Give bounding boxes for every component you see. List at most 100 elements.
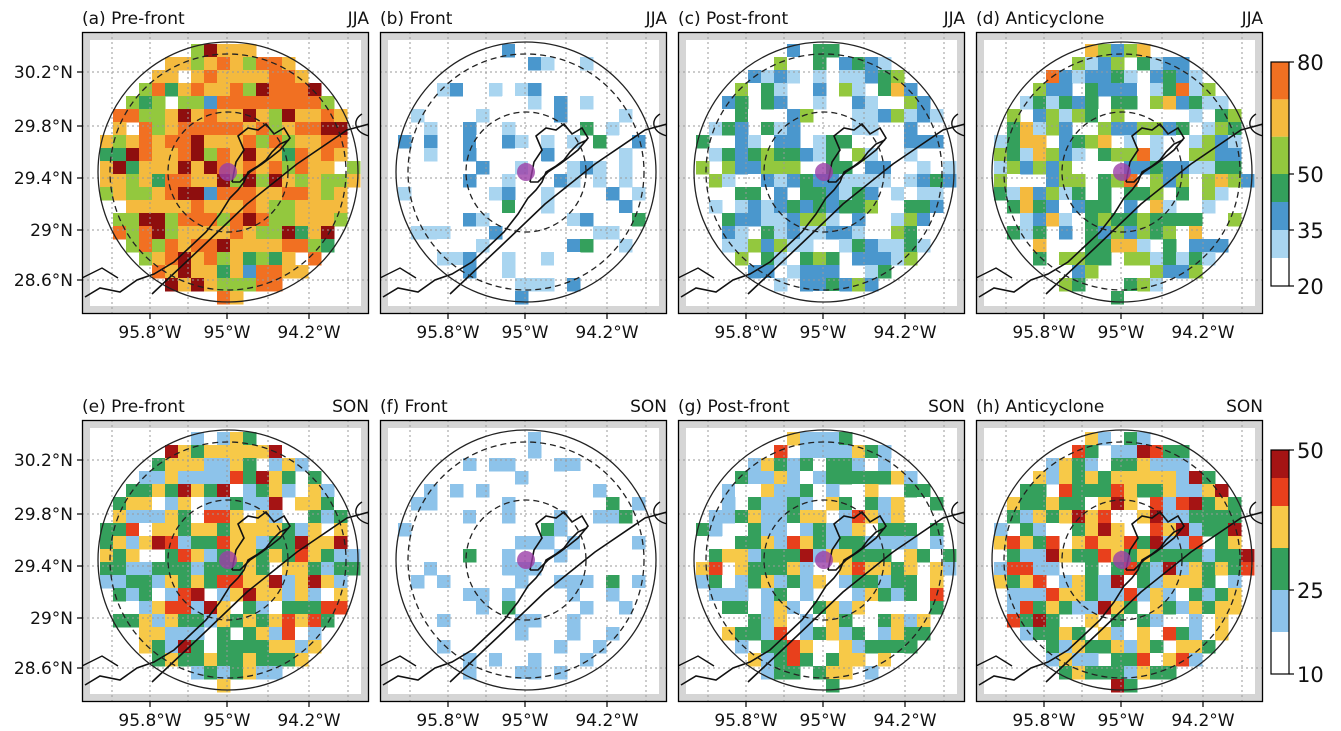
grid-cell <box>930 575 944 589</box>
grid-cell <box>165 265 179 279</box>
grid-cell <box>1098 187 1112 201</box>
grid-cell <box>1059 135 1073 149</box>
grid-cell <box>1020 226 1034 240</box>
grid-cell <box>1033 239 1047 253</box>
grid-cell <box>1189 148 1203 162</box>
grid-cell <box>748 187 762 201</box>
grid-cell <box>1033 549 1047 563</box>
grid-cell <box>917 226 931 240</box>
grid-cell <box>1085 83 1099 97</box>
grid-cell <box>1046 200 1060 214</box>
grid-cell <box>502 213 516 227</box>
grid-cell <box>735 614 749 628</box>
grid-cell <box>787 44 801 58</box>
grid-cell <box>230 666 244 680</box>
grid-cell <box>230 70 244 84</box>
range-ring-outer <box>693 41 955 303</box>
grid-cell <box>839 575 853 589</box>
grid-cell <box>269 187 283 201</box>
grid-cell <box>593 536 607 550</box>
grid-cell <box>852 471 866 485</box>
grid-cell <box>865 109 879 123</box>
grid-cell <box>217 122 231 136</box>
grid-cell <box>191 614 205 628</box>
coastline-west <box>380 655 417 667</box>
grid-cell <box>243 653 257 667</box>
grid-cell <box>256 187 270 201</box>
grid-cell <box>1059 458 1073 472</box>
grid-cell <box>256 96 270 110</box>
grid-cell <box>761 252 775 266</box>
grid-cell <box>891 174 905 188</box>
grid-cell <box>165 109 179 123</box>
grid-cell <box>308 549 322 563</box>
grid-cell <box>321 161 335 175</box>
grid-cell <box>165 200 179 214</box>
grid-cell <box>1072 161 1086 175</box>
grid-cell <box>1007 562 1021 576</box>
grid-cell <box>204 57 218 71</box>
grid-cell <box>308 601 322 615</box>
grid-cell <box>865 627 879 641</box>
grid-cell <box>113 187 127 201</box>
grid-cell <box>904 213 918 227</box>
grid-cell <box>1072 588 1086 602</box>
grid-cell <box>774 122 788 136</box>
grid-cell <box>826 666 840 680</box>
grid-cell <box>787 510 801 524</box>
grid-cell <box>282 549 296 563</box>
grid-cell <box>204 278 218 292</box>
grid-cell <box>191 549 205 563</box>
grid-cell <box>839 549 853 563</box>
grid-cell <box>852 122 866 136</box>
grid-cell <box>1150 497 1164 511</box>
grid-cell <box>1202 523 1216 537</box>
grid-cell <box>632 575 646 589</box>
grid-cell <box>839 523 853 537</box>
grid-cell <box>1202 135 1216 149</box>
grid-cell <box>1189 471 1203 485</box>
grid-cell <box>1098 122 1112 136</box>
grid-cell <box>295 174 309 188</box>
grid-cell <box>1033 148 1047 162</box>
grid-cell <box>839 666 853 680</box>
grid-cell <box>1176 226 1190 240</box>
grid-cell <box>489 549 503 563</box>
grid-cell <box>1020 200 1034 214</box>
grid-cell <box>748 575 762 589</box>
grid-cell <box>321 536 335 550</box>
grid-cell <box>1085 666 1099 680</box>
grid-cell <box>230 213 244 227</box>
grid-cell <box>476 161 490 175</box>
grid-cell <box>852 640 866 654</box>
grid-cell <box>1046 187 1060 201</box>
grid-cell <box>735 536 749 550</box>
grid-cell <box>1072 601 1086 615</box>
grid-cell <box>1020 601 1034 615</box>
grid-cell <box>904 226 918 240</box>
grid-cell <box>178 148 192 162</box>
grid-cell <box>541 458 555 472</box>
grid-cell <box>411 562 425 576</box>
grid-cell <box>994 161 1008 175</box>
grid-cell <box>761 445 775 459</box>
x-tick-label: 95°W <box>204 323 251 343</box>
grid-cell <box>826 148 840 162</box>
grid-cell <box>243 484 257 498</box>
grid-cell <box>735 627 749 641</box>
map-content <box>82 32 369 314</box>
grid-cell <box>204 213 218 227</box>
grid-cell <box>541 200 555 214</box>
grid-cell <box>113 161 127 175</box>
grid-cell <box>295 70 309 84</box>
grid-cell <box>502 187 516 201</box>
grid-cell <box>787 109 801 123</box>
grid-cell <box>1020 562 1034 576</box>
grid-cell <box>139 627 153 641</box>
grid-cell <box>139 614 153 628</box>
grid-cell <box>502 549 516 563</box>
grid-cell <box>321 510 335 524</box>
grid-cell <box>904 96 918 110</box>
grid-cell <box>904 601 918 615</box>
grid-cell <box>554 109 568 123</box>
